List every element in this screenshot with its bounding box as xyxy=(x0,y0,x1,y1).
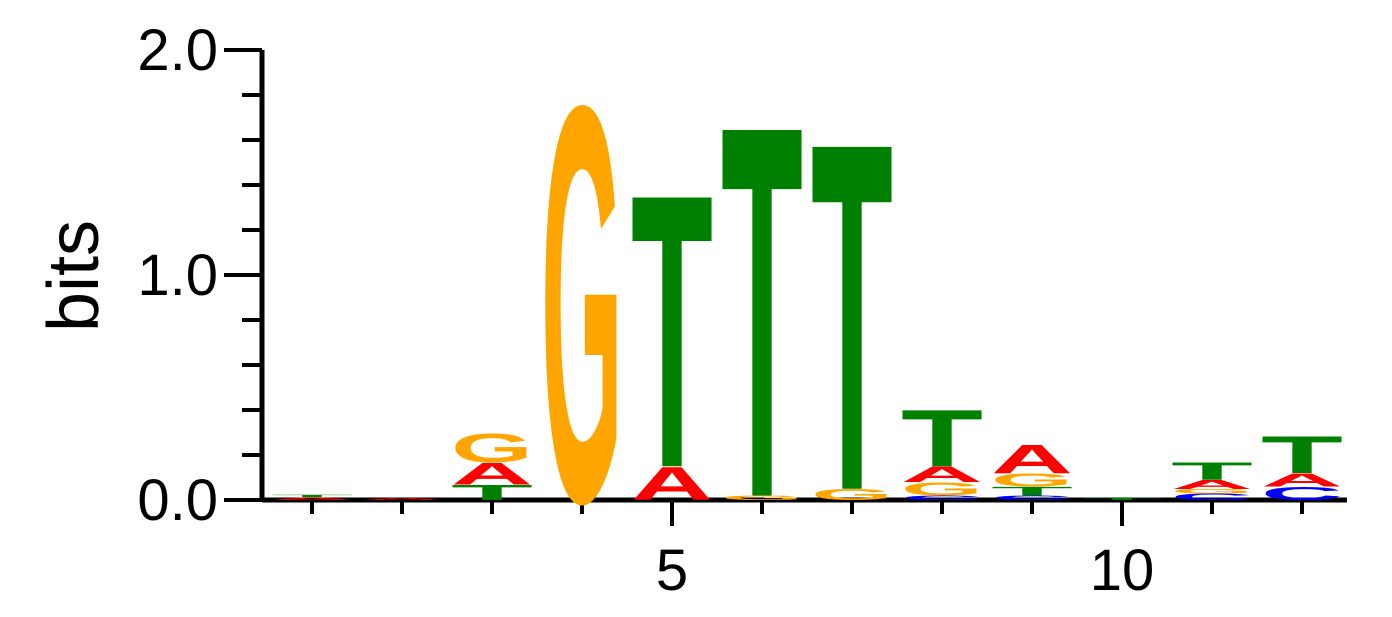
logo-letter-G: G xyxy=(991,470,1073,491)
logo-letter-T: T xyxy=(1081,497,1163,500)
y-tick-label: 0.0 xyxy=(137,468,218,533)
logo-letter-A: A xyxy=(631,458,713,510)
logo-letter-A: A xyxy=(451,456,533,491)
logo-letter-G: G xyxy=(541,0,623,617)
logo-letter-T: T xyxy=(1171,457,1253,485)
logo-letter-G: G xyxy=(451,425,533,470)
logo-letter-T: T xyxy=(721,16,803,610)
logo-letter-A: A xyxy=(271,497,353,501)
logo-letter-A: A xyxy=(1261,470,1343,491)
logo-letter-G: G xyxy=(1171,488,1253,495)
logo-letter-A: A xyxy=(901,462,983,486)
logo-letter-C: C xyxy=(1261,483,1343,504)
logo-letter-G: G xyxy=(721,494,803,501)
x-tick-label: 5 xyxy=(656,538,688,603)
logo-letter-C: C xyxy=(901,494,983,501)
y-axis: 0.0 1.0 2.0 xyxy=(137,18,265,533)
logo-letter-T: T xyxy=(811,41,893,595)
logo-letter-C: C xyxy=(1171,492,1253,502)
logo-letter-T: T xyxy=(631,113,713,549)
logo-letter-T: T xyxy=(1261,425,1343,484)
logo-letter-G: G xyxy=(811,486,893,503)
x-axis: 5 10 xyxy=(262,497,1347,603)
logo-letter-G: G xyxy=(901,479,983,500)
logo-letter-T: T xyxy=(271,494,353,498)
y-axis-label: bits xyxy=(34,220,114,332)
y-tick-label: 2.0 xyxy=(137,18,218,83)
logo-letter-A: A xyxy=(1171,478,1253,492)
logo-letter-T: T xyxy=(451,480,533,504)
x-tick-label: 10 xyxy=(1090,538,1155,603)
logo-letter-C: C xyxy=(991,494,1073,501)
logo-letter-A: A xyxy=(361,498,443,501)
y-tick-label: 1.0 xyxy=(137,243,218,308)
logo-letter-T: T xyxy=(991,484,1073,498)
logo-letter-A: A xyxy=(991,437,1073,482)
logo-letter-T: T xyxy=(901,393,983,484)
